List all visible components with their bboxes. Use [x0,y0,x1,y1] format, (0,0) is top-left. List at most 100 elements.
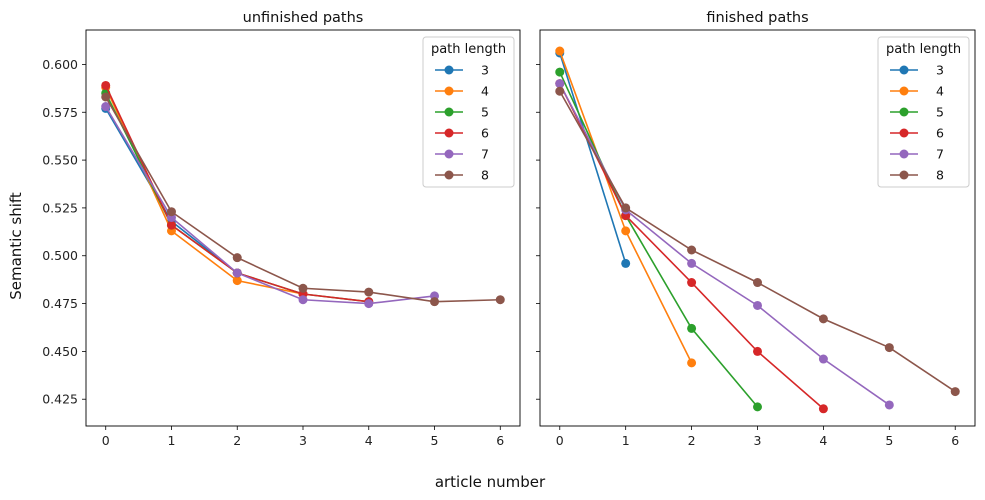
data-point-4 [621,226,631,236]
plot-frame [85,29,521,427]
data-point-5 [753,402,762,412]
legend-entry-5: 5 [481,105,489,120]
legend-marker-5 [444,107,454,117]
data-point-8 [495,295,505,305]
legend-box [422,36,515,188]
legend-marker-3 [444,65,454,75]
data-point-4 [555,46,565,56]
series-line-7 [559,83,890,406]
data-point-8 [101,92,111,102]
data-point-7 [364,299,374,309]
data-point-8 [364,287,374,297]
data-point-6 [818,404,828,414]
x-tick-label: 4 [819,433,827,448]
data-point-7 [818,354,828,364]
data-point-7 [753,300,762,310]
series-line-5 [559,71,759,408]
data-point-8 [166,207,176,217]
data-point-8 [950,387,960,397]
x-tick-label: 0 [102,433,110,448]
panel-finished-paths: finished paths 0 1 2 3 4 5 6 path length 3 4 5 6 7 8 [536,10,976,448]
data-point-6 [687,278,697,288]
data-point-8 [430,297,440,307]
y-tick-label: 0.450 [42,344,78,359]
legend-entry-7: 7 [481,147,489,162]
data-point-8 [232,253,242,263]
y-tick-label: 0.525 [42,200,78,215]
data-point-7 [555,79,565,89]
x-tick-label: 3 [754,433,762,448]
data-point-8 [687,245,697,255]
legend-box [877,36,970,188]
panel-unfinished-paths: unfinished paths 0 1 2 3 4 5 6 0.425 0.450 0.475 0.… [42,10,521,448]
legend-marker-3 [899,65,909,75]
data-point-8 [884,343,894,353]
data-point-4 [687,358,697,368]
legend-marker-5 [899,107,909,117]
x-tick-label: 0 [556,433,564,448]
legend-marker-6 [899,128,909,138]
legend-entry-8: 8 [481,168,489,183]
legend-entry-4: 4 [936,84,944,99]
y-tick-label: 0.575 [42,105,78,120]
series-line-7 [105,106,435,305]
data-point-7 [101,102,111,112]
data-point-6 [166,220,176,230]
data-point-7 [687,258,697,268]
legend: path length 3 4 5 6 7 8 [422,36,515,188]
data-point-8 [298,283,308,293]
legend-marker-7 [899,149,909,159]
panel-title: unfinished paths [243,10,364,26]
data-point-6 [101,80,111,90]
data-point-5 [555,67,565,77]
data-point-6 [753,346,762,356]
legend-entry-3: 3 [481,63,489,78]
panel-title: finished paths [706,10,808,26]
y-tick-label: 0.600 [42,57,78,72]
y-tick-label: 0.550 [42,153,78,168]
legend-marker-4 [444,86,454,96]
legend-entry-3: 3 [936,63,944,78]
legend-entry-8: 8 [936,168,944,183]
x-tick-label: 1 [168,433,176,448]
legend-entry-5: 5 [936,105,944,120]
legend: path length 3 4 5 6 7 8 [877,36,970,188]
x-tick-label: 1 [622,433,630,448]
series-line-4 [105,87,304,295]
legend-entry-6: 6 [481,126,489,141]
legend-marker-4 [899,86,909,96]
y-tick-label: 0.475 [42,296,78,311]
x-tick-label: 3 [299,433,307,448]
data-point-8 [555,86,565,96]
plot-frame [539,29,976,427]
x-tick-label: 6 [496,433,504,448]
legend-entry-6: 6 [936,126,944,141]
legend-marker-7 [444,149,454,159]
x-tick-label: 5 [885,433,893,448]
data-point-3 [621,258,631,268]
legend-entry-7: 7 [936,147,944,162]
data-point-8 [818,314,828,324]
x-axis-label: article number [435,473,546,491]
legend-title: path length [886,42,961,57]
x-tick-label: 6 [951,433,959,448]
x-tick-label: 4 [365,433,373,448]
data-point-7 [232,268,242,278]
x-tick-label: 2 [688,433,696,448]
y-tick-label: 0.500 [42,248,78,263]
legend-marker-8 [899,170,909,180]
data-point-8 [621,203,631,213]
data-point-7 [884,400,894,410]
data-point-7 [298,295,308,305]
data-point-4 [232,276,242,286]
legend-entry-4: 4 [481,84,489,99]
data-point-5 [687,323,697,333]
y-axis-label: Semantic shift [7,192,25,300]
x-tick-label: 2 [233,433,241,448]
data-point-8 [753,278,762,288]
y-tick-label: 0.425 [42,392,78,407]
legend-marker-6 [444,128,454,138]
legend-title: path length [431,42,506,57]
x-tick-label: 5 [431,433,439,448]
